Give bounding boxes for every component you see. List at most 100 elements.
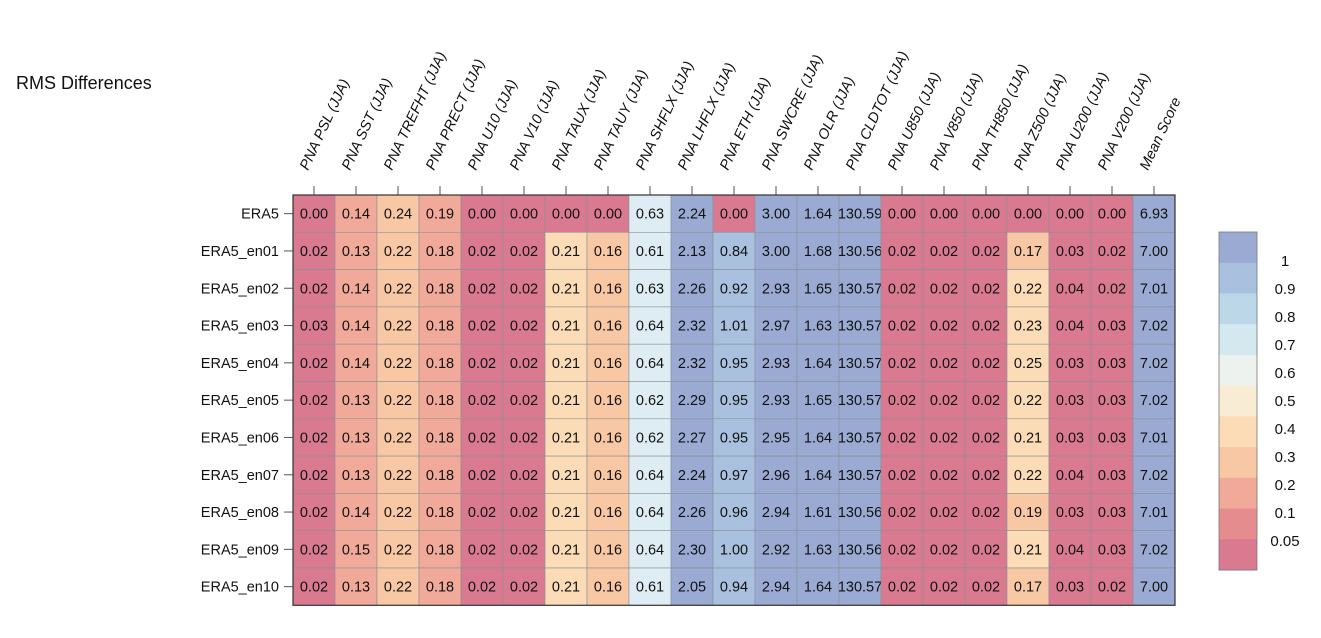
cell-value: 0.13 <box>342 244 370 260</box>
heatmap-cell <box>964 306 1008 345</box>
cell-value: 2.30 <box>678 542 706 558</box>
heatmap-cell <box>754 530 798 569</box>
heatmap-cell <box>922 232 966 270</box>
cell-value: 0.18 <box>426 244 454 260</box>
cell-value: 1.64 <box>804 356 832 372</box>
heatmap-cell <box>670 418 714 457</box>
heatmap-cell <box>796 418 840 457</box>
cell-value: 0.02 <box>888 393 916 409</box>
cell-value: 0.02 <box>888 468 916 484</box>
cell-value: 0.95 <box>720 356 748 372</box>
heatmap-cell <box>376 493 420 531</box>
cell-value: 0.17 <box>1014 580 1042 596</box>
legend-label: 0.3 <box>1275 449 1296 466</box>
cell-value: 0.16 <box>594 430 622 446</box>
cell-value: 2.24 <box>678 468 706 484</box>
heatmap-cell <box>544 418 588 457</box>
cell-value: 0.04 <box>1056 468 1084 484</box>
heatmap-cell <box>964 418 1008 457</box>
cell-value: 1.00 <box>720 542 748 558</box>
cell-value: 0.02 <box>888 542 916 558</box>
cell-value: 130.56 <box>838 542 882 558</box>
cell-value: 2.93 <box>762 281 790 297</box>
heatmap-cell <box>376 530 420 569</box>
cell-value: 0.18 <box>426 468 454 484</box>
cell-value: 130.57 <box>838 430 882 446</box>
cell-value: 0.02 <box>510 580 538 596</box>
heatmap-cell <box>712 418 756 457</box>
heatmap-cell <box>922 567 966 606</box>
heatmap-cell <box>586 194 630 233</box>
cell-value: 7.02 <box>1140 319 1168 335</box>
cell-value: 0.62 <box>636 393 664 409</box>
cell-value: 0.22 <box>1014 393 1042 409</box>
cell-value: 0.14 <box>342 319 370 335</box>
row-label: ERA5_en03 <box>201 319 279 335</box>
cell-value: 2.96 <box>762 468 790 484</box>
cell-value: 2.93 <box>762 356 790 372</box>
heatmap-cell <box>1132 269 1176 308</box>
cell-value: 0.02 <box>510 319 538 335</box>
heatmap-cell <box>964 269 1008 308</box>
cell-value: 0.84 <box>720 244 748 260</box>
heatmap-cell <box>376 269 420 308</box>
legend-swatch <box>1219 539 1257 571</box>
heatmap-cell <box>502 455 546 494</box>
row-label: ERA5_en08 <box>201 505 279 521</box>
heatmap-cell <box>712 455 756 494</box>
heatmap-cell <box>544 194 588 233</box>
cell-value: 0.02 <box>300 542 328 558</box>
heatmap-cell <box>838 306 882 345</box>
cell-value: 0.64 <box>636 468 664 484</box>
cell-value: 0.03 <box>1056 244 1084 260</box>
heatmap-cell <box>292 567 336 606</box>
heatmap-cell <box>670 306 714 345</box>
heatmap-cell <box>670 567 714 606</box>
heatmap-cell <box>712 269 756 308</box>
cell-value: 0.63 <box>636 207 664 223</box>
heatmap-cell <box>838 455 882 494</box>
cell-value: 0.04 <box>1056 542 1084 558</box>
heatmap-cell <box>922 306 966 345</box>
legend-swatch <box>1219 477 1257 510</box>
cell-value: 7.01 <box>1140 281 1168 297</box>
heatmap-cell <box>964 194 1008 233</box>
cell-value: 0.21 <box>552 542 580 558</box>
cell-value: 0.18 <box>426 356 454 372</box>
heatmap-cell <box>1006 232 1050 270</box>
cell-value: 0.00 <box>720 207 748 223</box>
cell-value: 0.02 <box>972 356 1000 372</box>
heatmap-cell <box>1132 530 1176 569</box>
heatmap-cell <box>376 381 420 420</box>
cell-value: 0.04 <box>1056 281 1084 297</box>
cell-value: 0.02 <box>468 430 496 446</box>
heatmap-cell <box>502 493 546 531</box>
heatmap-cell <box>1132 418 1176 457</box>
cell-value: 7.01 <box>1140 430 1168 446</box>
cell-value: 0.00 <box>552 207 580 223</box>
heatmap-cell <box>628 232 672 270</box>
heatmap-cell <box>334 418 378 457</box>
heatmap-cell <box>376 343 420 382</box>
row-label: ERA5_en01 <box>201 244 279 260</box>
cell-value: 0.95 <box>720 393 748 409</box>
cell-value: 0.03 <box>1056 393 1084 409</box>
legend-swatch <box>1219 293 1257 325</box>
cell-value: 0.61 <box>636 244 664 260</box>
cell-value: 0.02 <box>468 505 496 521</box>
heatmap-cell <box>712 530 756 569</box>
heatmap-cell <box>712 567 756 606</box>
cell-value: 0.22 <box>384 580 412 596</box>
heatmap-cell <box>838 530 882 569</box>
heatmap-cell <box>1048 567 1092 606</box>
cell-value: 2.29 <box>678 393 706 409</box>
legend-label: 0.7 <box>1275 337 1296 354</box>
heatmap-cell <box>964 530 1008 569</box>
cell-value: 0.64 <box>636 542 664 558</box>
heatmap-cell <box>292 530 336 569</box>
cell-value: 0.00 <box>510 207 538 223</box>
cell-value: 0.21 <box>552 244 580 260</box>
cell-value: 0.64 <box>636 356 664 372</box>
cell-value: 0.22 <box>384 356 412 372</box>
